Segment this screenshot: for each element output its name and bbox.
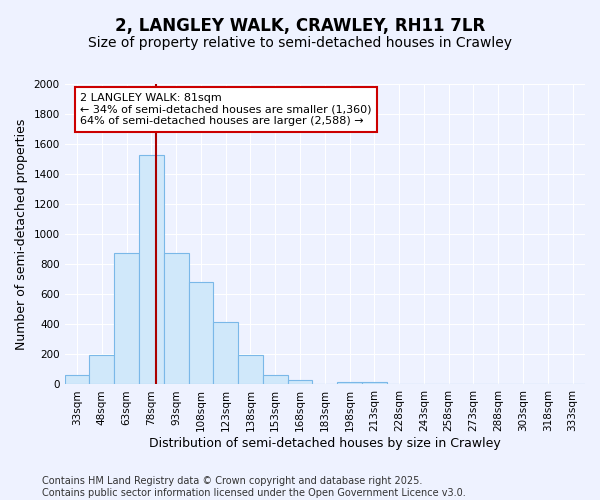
Bar [65,374,89,384]
Bar [114,253,139,384]
Text: Contains HM Land Registry data © Crown copyright and database right 2025.
Contai: Contains HM Land Registry data © Crown c… [42,476,466,498]
Bar [337,382,362,384]
Bar [362,382,387,384]
Text: 2, LANGLEY WALK, CRAWLEY, RH11 7LR: 2, LANGLEY WALK, CRAWLEY, RH11 7LR [115,18,485,36]
Bar [263,376,287,384]
Bar [164,253,188,384]
Bar [139,154,164,384]
Bar [287,380,313,384]
Text: Size of property relative to semi-detached houses in Crawley: Size of property relative to semi-detach… [88,36,512,50]
X-axis label: Distribution of semi-detached houses by size in Crawley: Distribution of semi-detached houses by … [149,437,501,450]
Bar [188,282,214,384]
Bar [238,355,263,384]
Text: 2 LANGLEY WALK: 81sqm
← 34% of semi-detached houses are smaller (1,360)
64% of s: 2 LANGLEY WALK: 81sqm ← 34% of semi-deta… [80,93,372,126]
Bar [214,322,238,384]
Bar [89,355,114,384]
Y-axis label: Number of semi-detached properties: Number of semi-detached properties [15,118,28,350]
